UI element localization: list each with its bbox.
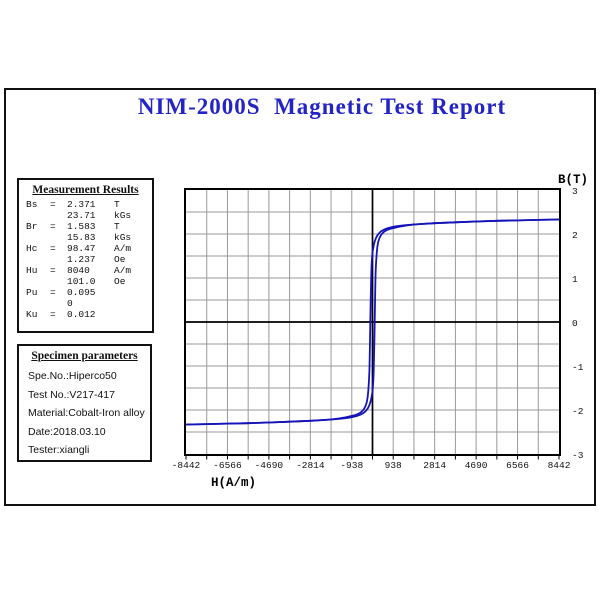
measurement-label: Br <box>26 221 38 232</box>
x-tick-label: -938 <box>340 460 364 471</box>
x-tick-label: -8442 <box>171 460 201 471</box>
measurement-unit: T <box>114 221 120 232</box>
measurement-value: 0.012 <box>67 309 96 320</box>
specimen-line: Tester:xiangli <box>28 444 90 457</box>
measurement-label: Pu <box>26 287 38 298</box>
measurement-value: 1.237 <box>67 254 96 265</box>
measurement-eq: = <box>50 221 56 232</box>
measurement-value: 101.0 <box>67 276 96 287</box>
measurement-value: 0.095 <box>67 287 96 298</box>
y-tick-label: 0 <box>572 317 578 329</box>
measurement-value: 98.47 <box>67 243 96 254</box>
measurement-label <box>26 298 50 309</box>
measurement-label: Hc <box>26 243 38 254</box>
measurement-label: Ku <box>26 309 38 320</box>
measurement-results-panel: Measurement Results Bs = 2.371 T 23.71 kGs Br =… <box>17 178 154 333</box>
measurement-eq: = <box>50 309 56 320</box>
measurement-label <box>26 232 50 243</box>
x-tick-label: 6566 <box>506 460 529 471</box>
hysteresis-plot <box>185 190 560 460</box>
measurement-label: Bs <box>26 199 38 210</box>
measurement-value: 0 <box>67 298 73 309</box>
specimen-line: Test No.:V217-417 <box>28 388 115 401</box>
measurement-label: Hu <box>26 265 38 276</box>
specimen-line: Date:2018.03.10 <box>28 425 106 438</box>
report-title: NIM-2000S Magnetic Test Report <box>137 94 507 119</box>
measurement-label <box>26 254 50 265</box>
measurement-eq <box>50 210 67 221</box>
measurement-eq <box>50 276 67 287</box>
specimen-parameters-panel: Specimen parameters Spe.No.:Hiperco50 Tes… <box>17 344 152 462</box>
x-tick-label: 8442 <box>547 460 571 471</box>
y-tick-label: -1 <box>572 361 584 373</box>
measurement-label <box>26 276 50 287</box>
measurement-unit: A/m <box>114 265 132 276</box>
x-tick-label: 4690 <box>464 460 488 471</box>
specimen-line: Spe.No.:Hiperco50 <box>28 370 117 382</box>
y-tick-label: 1 <box>572 273 578 285</box>
x-tick-label: -6566 <box>213 460 242 471</box>
x-tick-label: 2814 <box>423 460 447 471</box>
measurement-unit: A/m <box>114 243 132 254</box>
measurement-eq: = <box>50 265 56 276</box>
measurement-value: 23.71 <box>67 210 96 221</box>
y-tick-label: -2 <box>572 405 584 417</box>
y-tick-label: -3 <box>572 449 584 461</box>
x-tick-label: -4690 <box>254 460 284 471</box>
specimen-line: Material:Cobalt-Iron alloy <box>28 407 145 420</box>
y-tick-label: 3 <box>572 185 578 197</box>
measurement-value: 8040 <box>67 265 90 276</box>
hysteresis-curve-descending-branch <box>185 218 560 426</box>
measurement-unit: kGs <box>114 210 132 221</box>
measurement-value: 2.371 <box>67 199 96 210</box>
measurement-eq: = <box>50 287 56 298</box>
x-tick-label: 938 <box>384 460 402 471</box>
measurement-unit: T <box>114 199 120 210</box>
measurement-eq: = <box>50 199 56 210</box>
measurement-eq <box>50 298 67 309</box>
measurement-value: 1.583 <box>67 221 96 232</box>
measurement-unit: Oe <box>114 276 126 287</box>
specimen-parameters-list: Spe.No.:Hiperco50 Test No.:V217-417 Materi… <box>19 362 150 460</box>
x-axis-label: H(A/m) <box>211 476 257 490</box>
y-axis-label: B(T) <box>558 173 589 187</box>
y-tick-label: 2 <box>572 229 578 241</box>
measurement-unit <box>114 287 152 298</box>
measurement-unit <box>114 298 152 309</box>
measurement-eq <box>50 232 67 243</box>
measurement-value: 15.83 <box>67 232 96 243</box>
measurement-unit <box>114 309 152 320</box>
hysteresis-chart <box>184 188 561 460</box>
measurement-eq <box>50 254 67 265</box>
measurement-unit: Oe <box>114 254 126 265</box>
measurement-label <box>26 210 50 221</box>
measurement-eq: = <box>50 243 56 254</box>
x-tick-label: -2814 <box>296 460 325 471</box>
measurement-results-table: Bs = 2.371 T 23.71 kGs Br = 1.583 T 15.83 kGs Hc = 98.… <box>19 196 152 320</box>
measurement-unit: kGs <box>114 232 132 243</box>
measurement-results-title: Measurement Results <box>32 184 139 196</box>
specimen-parameters-title: Specimen parameters <box>31 350 138 362</box>
